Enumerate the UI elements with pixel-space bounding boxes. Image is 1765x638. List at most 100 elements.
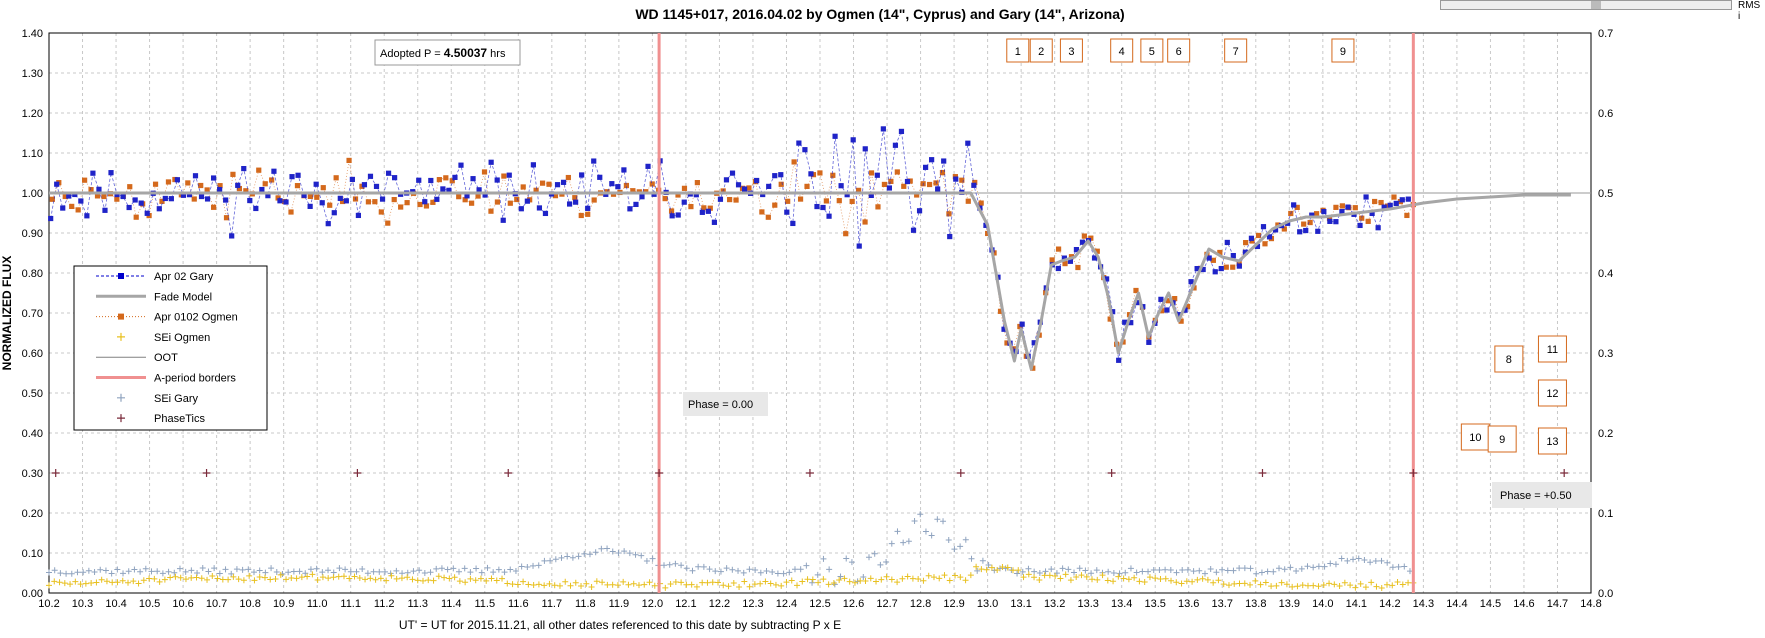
- sei-ogmen-point: [1362, 584, 1369, 591]
- scrollbar-thumb[interactable]: [1591, 1, 1601, 9]
- sei-ogmen-point: [1252, 577, 1259, 584]
- gary-point: [506, 172, 512, 178]
- sei-ogmen-point: [409, 576, 416, 583]
- sei-gary-point: [1281, 566, 1288, 573]
- sei-gary-point: [866, 554, 873, 561]
- sei-ogmen-point: [1036, 577, 1043, 584]
- sei-ogmen-point: [799, 578, 806, 585]
- sei-gary-point: [1207, 566, 1214, 573]
- sei-ogmen-point: [751, 581, 758, 588]
- sei-gary-point: [1162, 566, 1169, 573]
- ogmen-point: [765, 214, 771, 220]
- sei-ogmen-point: [1331, 581, 1338, 588]
- sei-ogmen-point: [572, 579, 579, 586]
- gary-point: [500, 217, 506, 223]
- fade-model-line: [49, 191, 1571, 371]
- sei-gary-point: [700, 563, 707, 570]
- sei-ogmen-point: [999, 563, 1006, 570]
- sei-gary-point: [1127, 565, 1134, 572]
- sei-gary-point: [746, 566, 753, 573]
- sei-ogmen-point: [867, 575, 874, 582]
- gary-point: [929, 157, 935, 163]
- sei-ogmen-point: [930, 574, 937, 581]
- sei-gary-point: [706, 566, 713, 573]
- right-dip-boxes: 8 11 12 10 9 13: [1460, 335, 1567, 455]
- gary-point: [1309, 212, 1315, 218]
- sei-ogmen-point: [1073, 573, 1080, 580]
- plot-area-border: [48, 32, 1592, 594]
- sei-ogmen-point: [1320, 582, 1327, 589]
- ogmen-point: [1326, 215, 1333, 222]
- sei-ogmen-point: [425, 577, 432, 584]
- sei-ogmen-point: [98, 576, 105, 583]
- legend-marker: [118, 313, 124, 320]
- dip-box-label: 10: [1469, 432, 1481, 444]
- sei-ogmen-point: [451, 574, 458, 581]
- sei-ogmen-point: [82, 580, 89, 587]
- sei-ogmen-point: [604, 581, 611, 588]
- x-tick-label: 13.9: [1279, 598, 1300, 610]
- sei-gary-point: [171, 569, 178, 576]
- ogmen-point: [901, 183, 907, 189]
- sei-gary-point: [1372, 557, 1379, 564]
- sei-gary-point: [1236, 565, 1243, 572]
- sei-gary-point: [131, 566, 138, 573]
- sei-ogmen-point: [1405, 579, 1412, 586]
- sei-ogmen-point: [1268, 583, 1275, 590]
- dip-box-label: 7: [1233, 46, 1239, 58]
- gary-point: [1019, 321, 1025, 327]
- sei-gary-point: [461, 565, 468, 572]
- sei-ogmen-point: [909, 575, 916, 582]
- gary-point: [361, 182, 368, 188]
- sei-ogmen-point: [483, 577, 490, 584]
- y2-tick-label: 0.7: [1598, 28, 1613, 40]
- dip-box-label: 3: [1068, 46, 1074, 58]
- ogmen-point: [314, 194, 320, 200]
- ogmen-point: [191, 196, 197, 202]
- ogmen-point: [533, 187, 539, 193]
- sei-ogmen-point: [377, 575, 384, 582]
- ogmen-point: [1307, 219, 1313, 226]
- ogmen-point: [959, 177, 965, 183]
- gary-point: [1345, 204, 1351, 210]
- sei-gary-point: [416, 567, 423, 574]
- dip-box-label: 9: [1340, 46, 1346, 58]
- y-tick-label: 0.20: [22, 508, 43, 520]
- sei-gary-point: [809, 579, 816, 586]
- y2-tick-label: 0.3: [1598, 348, 1613, 360]
- scrollbar[interactable]: [1440, 0, 1732, 10]
- sei-gary-point: [456, 568, 463, 575]
- sei-ogmen-point: [319, 574, 326, 581]
- legend-marker: [117, 332, 125, 341]
- sei-ogmen-point: [167, 574, 174, 581]
- sei-gary-point: [524, 563, 531, 570]
- gary-point: [633, 201, 639, 208]
- gary-point: [554, 182, 561, 188]
- gary-point: [856, 243, 862, 249]
- sei-gary-point: [1321, 563, 1328, 570]
- ogmen-point: [868, 170, 875, 176]
- sei-gary-point: [501, 569, 508, 576]
- sei-ogmen-point: [1041, 572, 1048, 579]
- ogmen-point: [785, 198, 791, 204]
- gary-series: [48, 126, 1411, 363]
- sei-ogmen-point: [351, 573, 358, 580]
- ogmen-point: [701, 205, 707, 211]
- sei-ogmen-point: [788, 577, 795, 584]
- sei-gary-point: [683, 565, 690, 572]
- x-tick-label: 11.7: [542, 598, 563, 610]
- gary-point: [820, 204, 826, 211]
- gary-point: [1387, 202, 1393, 208]
- sei-ogmen-point: [340, 573, 347, 580]
- ogmen-point: [823, 198, 829, 204]
- sei-ogmen-point: [1336, 582, 1343, 589]
- sei-gary-point: [473, 565, 480, 572]
- ogmen-point: [1378, 199, 1384, 206]
- sei-gary-point: [125, 568, 132, 575]
- sei-ogmen-point: [414, 577, 421, 584]
- sei-ogmen-point: [298, 574, 305, 581]
- sei-gary-point: [1355, 555, 1362, 562]
- ogmen-point: [494, 199, 501, 205]
- sei-ogmen-point: [1004, 564, 1011, 571]
- ogmen-point: [1404, 212, 1410, 219]
